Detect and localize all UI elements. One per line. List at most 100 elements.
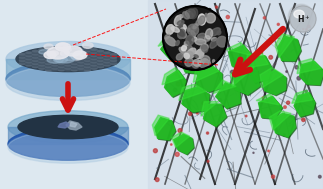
Ellipse shape [65,63,71,64]
Ellipse shape [54,57,68,63]
Ellipse shape [78,47,84,49]
Circle shape [302,18,304,20]
Ellipse shape [39,68,45,69]
Ellipse shape [179,32,186,38]
Polygon shape [260,68,283,88]
Polygon shape [204,105,227,127]
Ellipse shape [205,13,207,17]
Ellipse shape [52,61,58,63]
Ellipse shape [65,68,71,69]
Ellipse shape [58,57,65,58]
Circle shape [253,152,254,153]
Circle shape [303,29,304,30]
Ellipse shape [39,57,45,58]
Ellipse shape [58,58,65,60]
Polygon shape [66,121,82,130]
Circle shape [274,63,276,64]
Ellipse shape [32,63,38,64]
Ellipse shape [78,60,84,61]
Ellipse shape [32,60,38,61]
Ellipse shape [6,66,130,101]
Ellipse shape [174,15,181,26]
Ellipse shape [46,49,52,50]
Ellipse shape [84,61,90,63]
Ellipse shape [179,47,186,54]
Circle shape [206,132,209,134]
Circle shape [295,12,297,14]
Ellipse shape [52,55,58,57]
Ellipse shape [19,61,26,63]
Ellipse shape [52,69,58,71]
Ellipse shape [32,53,38,55]
Ellipse shape [78,69,84,71]
Ellipse shape [39,65,45,66]
Ellipse shape [98,53,104,55]
Ellipse shape [110,60,117,61]
Circle shape [178,129,182,132]
Circle shape [306,29,307,30]
Circle shape [262,97,263,98]
Ellipse shape [78,65,84,66]
Ellipse shape [91,55,97,57]
Polygon shape [179,84,206,101]
Ellipse shape [58,50,65,52]
Ellipse shape [190,9,198,19]
Circle shape [305,90,307,92]
Ellipse shape [199,16,205,24]
Ellipse shape [78,66,84,68]
Ellipse shape [16,46,120,72]
Ellipse shape [46,65,52,66]
Ellipse shape [78,52,84,53]
Ellipse shape [32,61,38,63]
Ellipse shape [46,58,52,60]
Ellipse shape [91,49,97,50]
Ellipse shape [58,47,65,49]
Ellipse shape [71,53,83,60]
Ellipse shape [32,65,38,66]
Ellipse shape [98,63,104,64]
Ellipse shape [65,69,71,71]
Ellipse shape [52,47,58,49]
Ellipse shape [176,23,186,33]
Polygon shape [256,94,279,105]
Ellipse shape [26,60,32,61]
Ellipse shape [187,24,199,36]
Ellipse shape [46,68,52,69]
Ellipse shape [58,52,65,53]
Polygon shape [234,70,260,95]
Ellipse shape [91,60,97,61]
Ellipse shape [98,58,104,60]
Ellipse shape [65,58,71,60]
Circle shape [269,56,273,59]
Ellipse shape [60,51,70,56]
Ellipse shape [32,66,38,68]
Ellipse shape [104,63,110,64]
Ellipse shape [26,63,32,64]
Circle shape [238,48,240,50]
Polygon shape [269,111,291,130]
Ellipse shape [180,28,185,34]
Ellipse shape [65,52,71,53]
Circle shape [291,8,311,28]
Polygon shape [301,62,323,85]
Ellipse shape [58,60,65,61]
Circle shape [235,75,236,76]
Ellipse shape [52,66,58,68]
Ellipse shape [84,58,90,60]
Ellipse shape [200,44,208,51]
Ellipse shape [201,45,208,52]
Polygon shape [161,36,187,61]
Ellipse shape [39,50,45,52]
Circle shape [216,72,217,74]
Polygon shape [272,113,296,137]
Ellipse shape [52,63,58,64]
Ellipse shape [18,115,118,139]
Ellipse shape [6,42,130,77]
Ellipse shape [8,111,128,143]
Ellipse shape [196,19,202,25]
Ellipse shape [39,55,45,57]
Circle shape [196,112,198,114]
Polygon shape [249,57,272,83]
Ellipse shape [98,50,104,52]
Circle shape [155,178,159,182]
